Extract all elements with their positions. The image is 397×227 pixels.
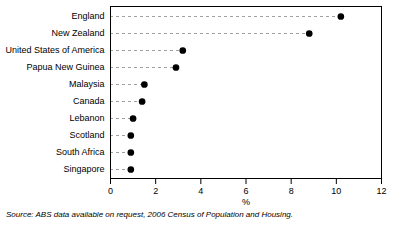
svg-text:Singapore: Singapore <box>63 164 104 174</box>
html-text:Source: ABS data available on: Source: ABS data available on request, 2… <box>6 210 293 219</box>
svg-text:Papua New Guinea: Papua New Guinea <box>26 62 104 72</box>
svg-text:Scotland: Scotland <box>69 130 104 140</box>
svg-text:8: 8 <box>289 186 294 196</box>
svg-text:South Africa: South Africa <box>56 147 105 157</box>
svg-text:4: 4 <box>198 186 203 196</box>
svg-text:10: 10 <box>331 186 341 196</box>
svg-text:Canada: Canada <box>73 96 105 106</box>
svg-text:England: England <box>71 11 104 21</box>
svg-text:Lebanon: Lebanon <box>69 113 104 123</box>
svg-text:12: 12 <box>376 186 386 196</box>
svg-text:New Zealand: New Zealand <box>51 28 104 38</box>
svg-text:%: % <box>242 197 250 207</box>
svg-text:United States of America: United States of America <box>5 45 104 55</box>
svg-text:6: 6 <box>243 186 248 196</box>
svg-text:2: 2 <box>153 186 158 196</box>
svg-text:0: 0 <box>108 186 113 196</box>
svg-text:Malaysia: Malaysia <box>69 79 105 89</box>
